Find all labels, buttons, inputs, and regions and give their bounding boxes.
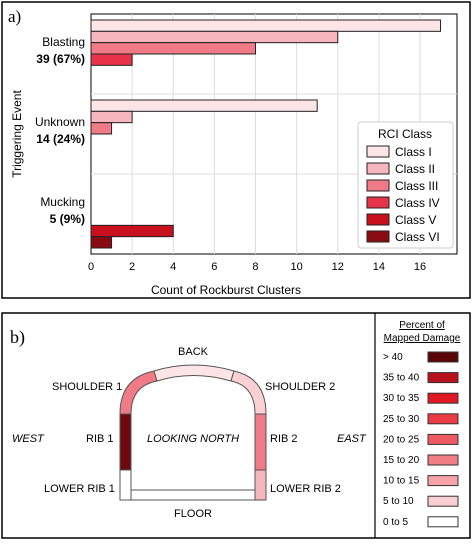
damage-legend-swatch xyxy=(427,433,459,445)
x-tick-label: 2 xyxy=(129,261,135,273)
rib-2-label: RIB 2 xyxy=(270,433,298,445)
bar-class-iv-blasting xyxy=(90,53,133,66)
bar-class-v-mucking xyxy=(90,224,174,238)
floor-label: FLOOR xyxy=(174,508,212,520)
west-label: WEST xyxy=(12,433,45,445)
legend-entry: Class V xyxy=(395,213,436,227)
x-tick-label: 8 xyxy=(252,261,258,273)
legend-swatch xyxy=(366,230,390,243)
panel-a-label: a) xyxy=(8,7,21,26)
legend-entry: Class I xyxy=(395,145,432,159)
category-label: Unknown xyxy=(35,115,85,129)
damage-legend-entry: 35 to 40 xyxy=(383,373,420,384)
rib-1-label: RIB 1 xyxy=(86,433,114,445)
shoulder-1-label: SHOULDER 1 xyxy=(52,381,122,393)
damage-legend-entry: 15 to 20 xyxy=(383,455,420,466)
shoulder-2-label: SHOULDER 2 xyxy=(265,381,335,393)
legend-entry: Class VI xyxy=(395,230,440,244)
x-tick-label: 6 xyxy=(211,261,217,273)
bar-class-ii-blasting xyxy=(90,30,339,44)
damage-legend-swatch xyxy=(427,392,459,404)
y-category-labels: Blasting 39 (67%) Unknown 14 (24%) Mucking 5 … xyxy=(35,35,85,226)
panel-b-label: b) xyxy=(10,327,25,348)
bar-class-vi-mucking xyxy=(90,236,113,249)
legend-title: RCI Class xyxy=(378,127,432,141)
x-tick-label: 12 xyxy=(332,261,344,273)
legend-swatch xyxy=(366,179,390,192)
x-axis-label: Count of Rockburst Clusters xyxy=(151,283,301,297)
east-label: EAST xyxy=(337,433,367,445)
damage-legend-swatch xyxy=(427,454,459,466)
category-label: Mucking xyxy=(40,195,85,209)
floor-segment xyxy=(130,489,256,501)
legend-swatch xyxy=(366,162,390,175)
tunnel-diagram xyxy=(119,364,267,501)
damage-legend-swatch xyxy=(427,351,459,363)
damage-legend-swatch xyxy=(427,495,459,507)
legend-swatch xyxy=(366,196,390,209)
lower-rib-1-segment xyxy=(119,469,132,501)
damage-legend-entry: > 40 xyxy=(383,352,403,363)
bar-class-iii-unknown xyxy=(90,122,113,135)
damage-legend-swatch xyxy=(427,372,459,384)
damage-legend-swatch xyxy=(427,475,459,487)
legend-entry: Class III xyxy=(395,179,438,193)
damage-legend-title-2: Mapped Damage xyxy=(384,333,461,344)
category-count: 14 (24%) xyxy=(36,132,85,146)
damage-legend-swatch xyxy=(427,516,459,528)
lower-rib-1-label: LOWER RIB 1 xyxy=(44,483,115,495)
damage-legend-entry: 5 to 10 xyxy=(383,496,414,507)
rci-legend: RCI Class Class I Class II Class III Class … xyxy=(357,121,454,249)
bar-class-iii-blasting xyxy=(90,42,256,55)
damage-legend: Percent of Mapped Damage > 40 35 to 40 30 … xyxy=(383,320,461,528)
x-tick-labels: 0 2 4 6 8 10 12 14 16 xyxy=(88,261,426,273)
bar-chart-plot: 0 2 4 6 8 10 12 14 16 Blasting 39 (67%) Unknown 14 … xyxy=(35,13,458,273)
rib-1-segment xyxy=(119,413,132,471)
legend-entry: Class IV xyxy=(395,196,440,210)
back-label: BACK xyxy=(178,346,209,358)
bar-class-i-unknown xyxy=(90,99,318,112)
legend-entry: Class II xyxy=(395,162,435,176)
damage-legend-swatch xyxy=(427,413,459,425)
rib-2-segment xyxy=(254,413,267,471)
damage-legend-entry: 20 to 25 xyxy=(383,434,420,445)
bars xyxy=(90,19,442,249)
category-label: Blasting xyxy=(42,35,85,49)
damage-legend-entry: 10 to 15 xyxy=(383,476,420,487)
category-count: 5 (9%) xyxy=(50,212,85,226)
x-tick-label: 4 xyxy=(170,261,176,273)
lower-rib-2-label: LOWER RIB 2 xyxy=(270,483,341,495)
x-tick-label: 14 xyxy=(373,261,385,273)
x-tick-label: 0 xyxy=(88,261,94,273)
bar-class-ii-unknown xyxy=(90,110,133,124)
legend-swatch xyxy=(366,145,390,158)
y-axis-label: Triggering Event xyxy=(10,90,24,178)
damage-legend-entry: 0 to 5 xyxy=(383,517,408,528)
x-tick-label: 16 xyxy=(414,261,426,273)
legend-swatch xyxy=(366,213,390,226)
lower-rib-2-segment xyxy=(254,469,267,501)
damage-legend-entry: 25 to 30 xyxy=(383,414,420,425)
x-tick-label: 10 xyxy=(290,261,302,273)
bar-class-i-blasting xyxy=(90,19,442,32)
looking-north-label: LOOKING NORTH xyxy=(147,433,239,445)
damage-legend-title-1: Percent of xyxy=(399,320,445,331)
category-count: 39 (67%) xyxy=(36,52,85,66)
damage-legend-entry: 30 to 35 xyxy=(383,393,420,404)
